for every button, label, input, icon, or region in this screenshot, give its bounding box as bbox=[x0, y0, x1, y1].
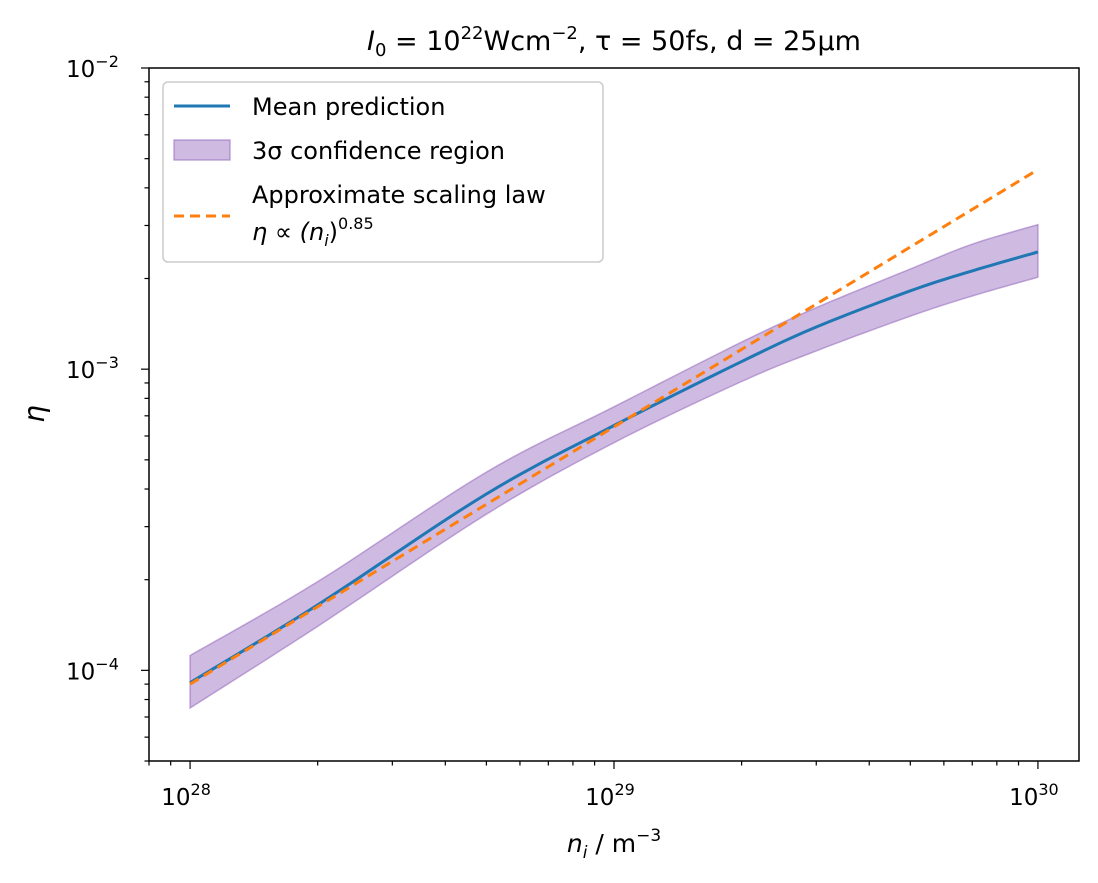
legend-label-scaling-formula: η ∝ (ni)0.85 bbox=[252, 214, 374, 250]
y-tick-label: 10−3 bbox=[66, 353, 119, 384]
x-tick-label: 1030 bbox=[1009, 780, 1059, 811]
chart-title: I0 = 1022Wcm−2, τ = 50fs, d = 25μm bbox=[367, 23, 861, 61]
legend: Mean prediction 3σ confidence region App… bbox=[162, 81, 604, 263]
y-axis-label: η bbox=[18, 405, 51, 423]
x-tick-label: 1028 bbox=[161, 780, 211, 811]
legend-label-scaling: Approximate scaling law bbox=[252, 181, 546, 209]
legend-label-mean: Mean prediction bbox=[252, 93, 445, 121]
x-axis-label: ni / m−3 bbox=[567, 826, 661, 863]
legend-swatch-band bbox=[173, 139, 231, 161]
plot-frame bbox=[148, 67, 1080, 762]
scaling-law-line bbox=[189, 168, 1039, 686]
legend-label-band: 3σ confidence region bbox=[252, 137, 505, 165]
confidence-band bbox=[189, 223, 1039, 710]
mean-prediction-line bbox=[189, 250, 1039, 684]
legend-box bbox=[162, 81, 604, 263]
y-tick-label: 10−2 bbox=[66, 52, 119, 83]
x-tick-label: 1029 bbox=[585, 780, 635, 811]
y-tick-label: 10−4 bbox=[66, 654, 119, 685]
